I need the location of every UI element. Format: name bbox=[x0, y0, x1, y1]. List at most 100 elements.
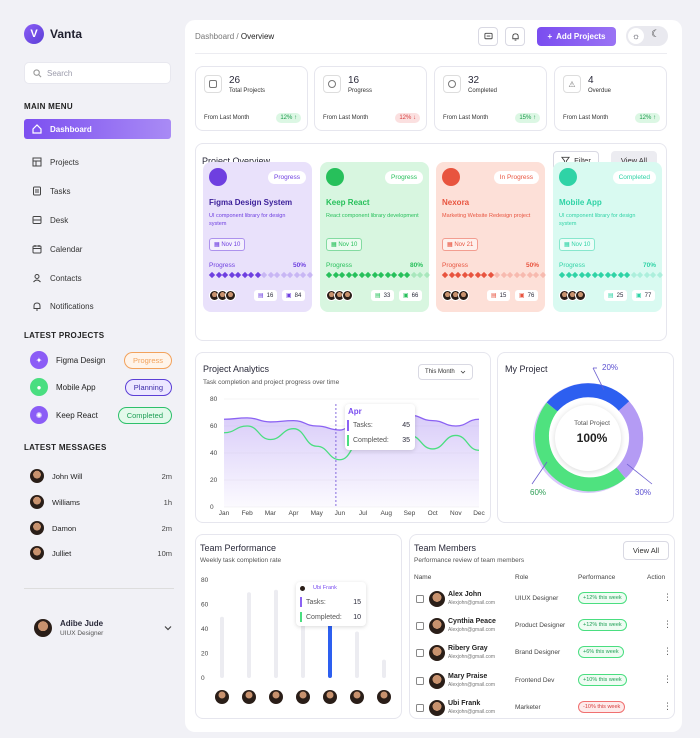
progress-diamond bbox=[500, 271, 507, 279]
trend-badge: 15% ↑ bbox=[515, 113, 540, 123]
search-input[interactable]: Search bbox=[24, 62, 171, 84]
stat-value: 32 bbox=[468, 75, 480, 86]
more-options-icon[interactable]: ⋮ bbox=[663, 619, 672, 629]
user-role: UIUX Designer bbox=[60, 630, 104, 637]
tooltip-completed-marker bbox=[347, 435, 349, 446]
column-header-role: Role bbox=[515, 574, 529, 581]
progress-diamond bbox=[610, 271, 618, 279]
search-placeholder: Search bbox=[47, 68, 73, 78]
message-item[interactable]: John Will 2m bbox=[30, 466, 172, 486]
y-tick-label: 20 bbox=[210, 477, 218, 484]
latest-project-figma[interactable]: ✦ Figma Design Progress bbox=[30, 350, 172, 370]
projects-icon bbox=[32, 157, 42, 167]
sidebar-item-projects[interactable]: Projects bbox=[24, 152, 171, 172]
progress-diamond bbox=[384, 271, 391, 279]
view-all-members-button[interactable]: View All bbox=[623, 541, 669, 560]
latest-project-keep-react[interactable]: ✺ Keep React Completed bbox=[30, 405, 172, 425]
donut-center-label: Total Project bbox=[574, 420, 610, 427]
progress-diamond bbox=[364, 271, 372, 279]
breadcrumb-root[interactable]: Dashboard bbox=[195, 32, 235, 41]
latest-messages-title: LATEST MESSAGES bbox=[24, 443, 107, 452]
donut-slice-purple bbox=[615, 401, 644, 479]
y-tick-label: 80 bbox=[210, 396, 218, 403]
brand-logo[interactable]: V Vanta bbox=[24, 24, 82, 44]
bar bbox=[274, 589, 278, 678]
row-checkbox[interactable] bbox=[416, 595, 424, 603]
theme-toggle[interactable]: ☼ ☾ bbox=[626, 26, 668, 46]
progress-diamond bbox=[345, 271, 352, 279]
message-item[interactable]: Damon 2m bbox=[30, 518, 172, 538]
analytics-title: Project Analytics bbox=[203, 364, 270, 374]
user-profile[interactable]: Adibe Jude UIUX Designer bbox=[34, 619, 172, 637]
row-checkbox[interactable] bbox=[416, 677, 424, 685]
search-icon bbox=[33, 68, 42, 77]
latest-project-mobile[interactable]: ● Mobile App Planning bbox=[30, 377, 172, 397]
progress-diamond bbox=[441, 271, 449, 279]
tooltip-completed-label: Completed: bbox=[306, 614, 342, 621]
sidebar-item-desk[interactable]: Desk bbox=[24, 210, 171, 230]
stat-label: Overdue bbox=[588, 88, 612, 94]
row-checkbox[interactable] bbox=[416, 704, 424, 712]
table-row[interactable]: Cynthia Peace Alexjohn@gmail.com Product… bbox=[414, 616, 672, 638]
project-card[interactable]: In Progress Nexora Marketing Website Red… bbox=[436, 162, 546, 312]
sidebar-item-calendar[interactable]: Calendar bbox=[24, 239, 171, 259]
y-tick-label: 60 bbox=[210, 423, 218, 430]
stat-foot: From Last Month bbox=[204, 115, 250, 121]
more-options-icon[interactable]: ⋮ bbox=[663, 592, 672, 602]
stat-foot: From Last Month bbox=[323, 115, 369, 121]
avatar bbox=[34, 619, 52, 637]
x-tick-label: Sep bbox=[404, 510, 416, 517]
member-role: UIUX Designer bbox=[515, 595, 559, 602]
file-count: ▣ 76 bbox=[515, 290, 539, 301]
progress-diamond bbox=[467, 271, 475, 279]
figma-icon: ✦ bbox=[30, 351, 48, 369]
sidebar-item-label: Tasks bbox=[50, 186, 71, 196]
table-row[interactable]: Ubi Frank Alexjohn@gmail.com Marketer -1… bbox=[414, 698, 672, 720]
table-row[interactable]: Mary Praise Alexjohn@gmail.com Frontend … bbox=[414, 671, 672, 693]
bar bbox=[220, 616, 224, 678]
more-options-icon[interactable]: ⋮ bbox=[663, 701, 672, 711]
sidebar-item-tasks[interactable]: Tasks bbox=[24, 181, 171, 201]
notification-button[interactable] bbox=[505, 27, 525, 46]
my-project-donut bbox=[531, 367, 653, 493]
progress-diamond bbox=[306, 271, 313, 279]
progress-diamond bbox=[454, 271, 462, 279]
project-card[interactable]: Progress Keep React React component libr… bbox=[320, 162, 430, 312]
chat-button[interactable] bbox=[478, 27, 498, 46]
progress-diamond bbox=[539, 271, 546, 279]
message-time: 10m bbox=[157, 548, 172, 558]
bar bbox=[355, 631, 359, 678]
bar bbox=[328, 622, 332, 678]
row-checkbox[interactable] bbox=[416, 649, 424, 657]
file-count: ▣ 66 bbox=[399, 290, 423, 301]
trend-badge: 12% ↓ bbox=[395, 113, 420, 123]
avatar-face bbox=[272, 691, 280, 699]
message-item[interactable]: Julliet 10m bbox=[30, 543, 172, 563]
stat-label: Progress bbox=[348, 88, 373, 94]
table-row[interactable]: Alex John Alexjohn@gmail.com UIUX Design… bbox=[414, 589, 672, 611]
row-checkbox[interactable] bbox=[416, 622, 424, 630]
sidebar-item-dashboard[interactable]: Dashboard bbox=[24, 119, 171, 139]
add-projects-button[interactable]: + Add Projects bbox=[537, 27, 616, 46]
more-options-icon[interactable]: ⋮ bbox=[663, 646, 672, 656]
project-card[interactable]: Progress Figma Design System UI componen… bbox=[203, 162, 313, 312]
chevron-down-icon[interactable] bbox=[164, 625, 172, 631]
column-header-action: Action bbox=[647, 574, 666, 581]
tooltip-month: Apr bbox=[348, 407, 362, 416]
member-email: Alexjohn@gmail.com bbox=[448, 654, 496, 660]
period-dropdown[interactable]: This Month bbox=[418, 364, 473, 380]
member-role: Brand Designer bbox=[515, 649, 561, 656]
project-card[interactable]: Completed Mobile App UI component librar… bbox=[553, 162, 663, 312]
desk-icon bbox=[32, 216, 42, 224]
sidebar-item-contacts[interactable]: Contacts bbox=[24, 268, 171, 288]
analytics-tooltip: Apr Tasks: 45 Completed: 35 bbox=[345, 404, 415, 450]
more-options-icon[interactable]: ⋮ bbox=[663, 674, 672, 684]
contacts-icon bbox=[33, 274, 41, 283]
bell-icon bbox=[511, 33, 519, 41]
team-avatars bbox=[326, 290, 353, 301]
table-row[interactable]: Ribery Gray Alexjohn@gmail.com Brand Des… bbox=[414, 643, 672, 665]
sidebar-item-notifications[interactable]: Notifications bbox=[24, 296, 171, 316]
project-title: Keep React bbox=[326, 198, 370, 207]
tooltip-tasks-label: Tasks: bbox=[353, 422, 373, 429]
message-item[interactable]: Williams 1h bbox=[30, 492, 172, 512]
